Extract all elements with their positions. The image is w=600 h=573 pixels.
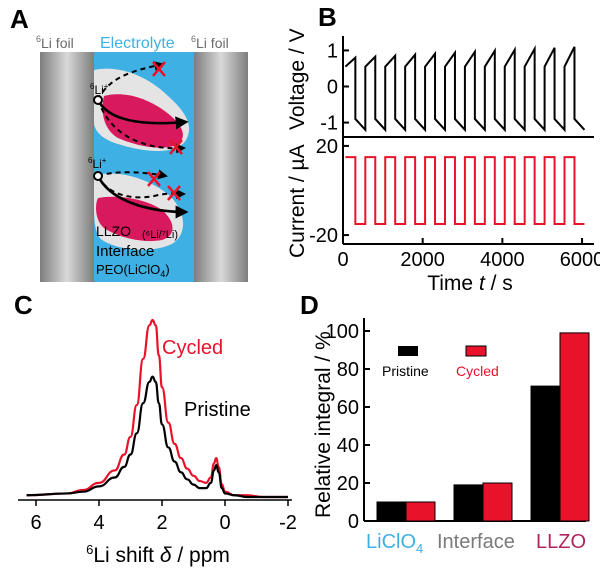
- relative-integral-tick-label: 0: [348, 511, 359, 533]
- panel-c-chart: 6 4 2 0 -2 Cycled Pristine 6Li shift δ / ppm: [18, 318, 297, 567]
- legend-swatch-pristine: [398, 346, 418, 356]
- llzo-blob-bottom: [96, 196, 173, 242]
- relative-integral-tick-label: 100: [326, 321, 359, 343]
- blocked-cross-icon: [147, 61, 183, 201]
- time-tick-label: 4000: [480, 249, 525, 271]
- category-label-liclo4: LiClO4: [366, 531, 423, 556]
- bar-cycled-llzo: [559, 332, 590, 522]
- shift-tick-label: -2: [279, 512, 297, 534]
- shift-tick-label: 2: [156, 512, 167, 534]
- bar-pristine-liclo4: [376, 501, 407, 522]
- relative-integral-axis-label: Relative integral / %: [312, 331, 335, 518]
- interface-label: Interface: [96, 243, 154, 260]
- bar-cycled-interface: [482, 482, 513, 522]
- panel-a-schematic: 6Li foil Electrolyte 6Li foil 6Li+ 6Li+ …: [36, 34, 248, 282]
- relative-integral-tick-label: 80: [337, 359, 359, 381]
- panel-b-chart: 1 0 -1 20 -20 0 2000 4000 6000 Voltage / V Cur…: [286, 28, 600, 295]
- shift-tick-label: 0: [219, 512, 230, 534]
- panel-a-label: A: [10, 4, 29, 34]
- current-axis-label: Current / µA: [286, 144, 309, 258]
- electrolyte-label: Electrolyte: [100, 35, 175, 52]
- voltage-tick-label: -1: [320, 113, 338, 135]
- bar-pristine-llzo: [530, 385, 561, 522]
- panel-d-chart: 0 20 40 60 80 100 Relative integral / % Prist…: [312, 318, 590, 556]
- voltage-axis-label: Voltage / V: [286, 28, 309, 130]
- relative-integral-tick-label: 60: [337, 397, 359, 419]
- current-tick-label: 20: [316, 136, 338, 158]
- time-tick-label: 0: [337, 249, 348, 271]
- category-label-llzo: LLZO: [536, 531, 586, 553]
- bar-pristine-interface: [453, 484, 484, 522]
- time-tick-label: 6000: [560, 249, 600, 271]
- shift-tick-label: 6: [30, 512, 41, 534]
- llzo-blob-top: [102, 94, 183, 148]
- time-axis-label: Time t / s: [427, 272, 513, 295]
- voltage-series-line: [344, 44, 586, 133]
- category-label-interface: Interface: [437, 531, 515, 553]
- current-series-line: [345, 156, 585, 225]
- bar-cycled-liclo4: [405, 501, 436, 522]
- panel-d-label: D: [300, 290, 319, 320]
- shift-axis-label: 6Li shift δ / ppm: [86, 542, 230, 567]
- cycled-curve-label: Cycled: [162, 337, 223, 359]
- right-foil-label: 6Li foil: [191, 34, 229, 51]
- shift-tick-label: 4: [93, 512, 104, 534]
- nmr-series-pristine: [26, 375, 289, 499]
- voltage-tick-label: 1: [327, 40, 338, 62]
- left-foil: [40, 52, 94, 282]
- relative-integral-tick-label: 20: [337, 473, 359, 495]
- pristine-curve-label: Pristine: [184, 399, 251, 421]
- current-tick-label: -20: [309, 225, 338, 247]
- left-foil-label: 6Li foil: [36, 34, 74, 51]
- exchange-label: (⁶Li/⁷Li): [142, 229, 178, 241]
- li-ion-label-top: 6Li+: [90, 82, 109, 97]
- peo-label: PEO(LiClO4): [96, 262, 170, 279]
- li-ion-label-mid: 6Li+: [88, 156, 107, 171]
- right-foil: [194, 52, 248, 282]
- legend-label-cycled: Cycled: [456, 363, 499, 379]
- panel-c-label: C: [14, 290, 33, 320]
- voltage-tick-label: 0: [327, 77, 338, 99]
- relative-integral-tick-label: 40: [337, 435, 359, 457]
- time-tick-label: 2000: [400, 249, 445, 271]
- llzo-label: LLZO: [96, 223, 131, 239]
- legend-label-pristine: Pristine: [382, 363, 429, 379]
- legend-swatch-cycled: [465, 345, 487, 357]
- panel-b-label: B: [318, 2, 337, 32]
